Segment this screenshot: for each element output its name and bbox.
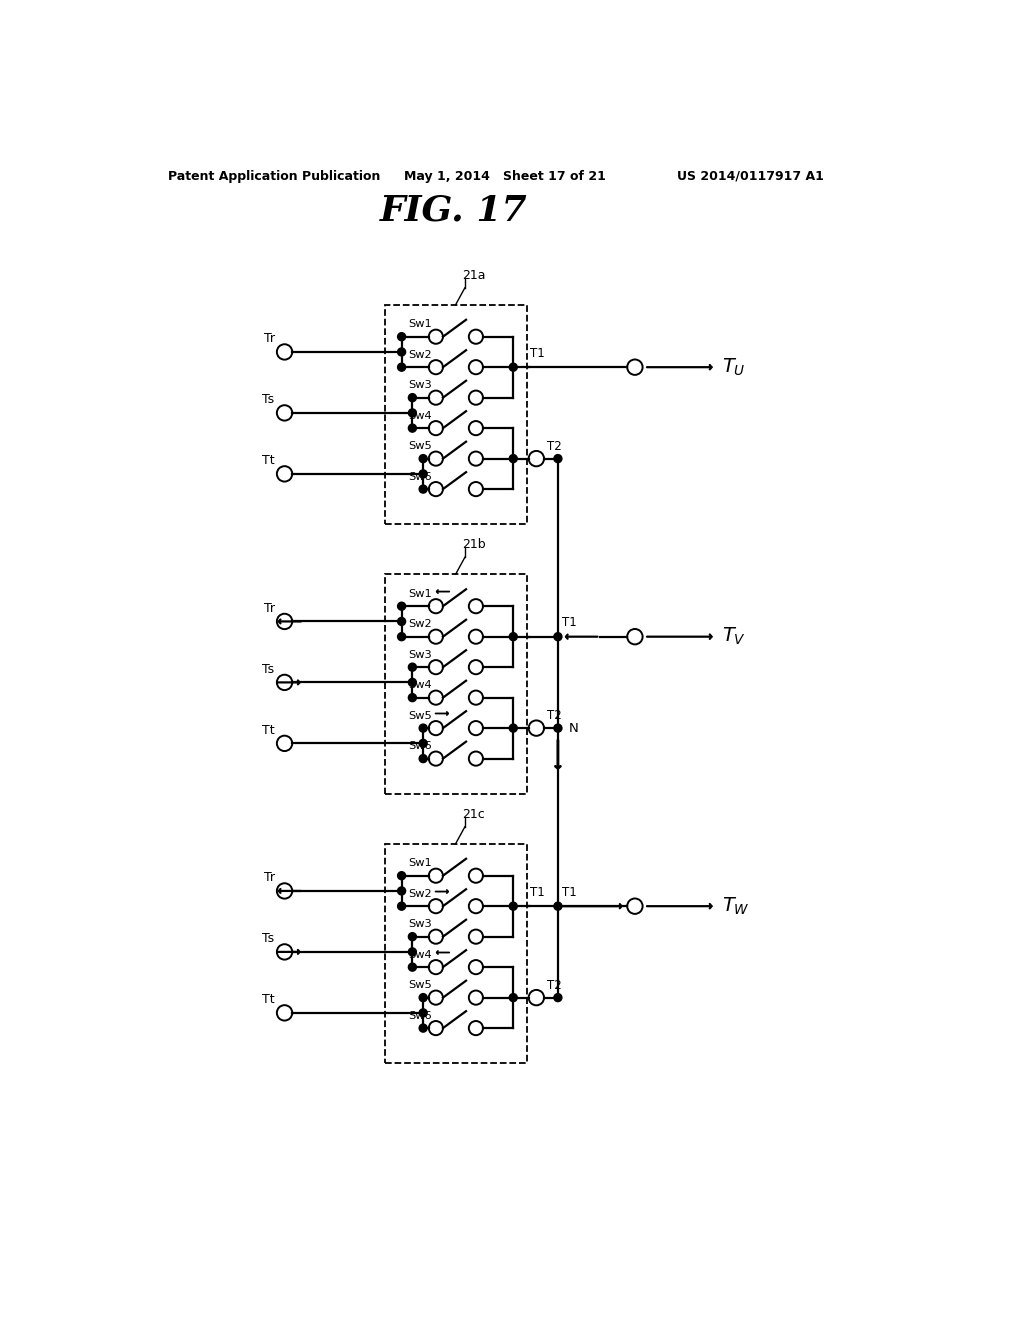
Circle shape <box>419 484 427 494</box>
Circle shape <box>554 454 562 462</box>
Text: T1: T1 <box>530 886 545 899</box>
Text: Tr: Tr <box>263 602 274 615</box>
Text: Tr: Tr <box>263 333 274 346</box>
Text: T1: T1 <box>562 886 577 899</box>
Text: T2: T2 <box>547 709 562 722</box>
Text: $T_W$: $T_W$ <box>722 895 750 917</box>
Text: Sw6: Sw6 <box>409 1011 432 1020</box>
Circle shape <box>509 725 517 733</box>
Circle shape <box>419 470 427 478</box>
Circle shape <box>419 739 427 747</box>
Circle shape <box>554 725 562 733</box>
Circle shape <box>554 902 562 911</box>
Bar <box>385 574 527 793</box>
Circle shape <box>409 693 417 702</box>
Text: Sw2: Sw2 <box>409 888 432 899</box>
Text: Sw4: Sw4 <box>409 411 432 421</box>
Circle shape <box>409 948 417 956</box>
Circle shape <box>509 363 517 371</box>
Text: Sw6: Sw6 <box>409 742 432 751</box>
Text: Sw6: Sw6 <box>409 471 432 482</box>
Bar <box>385 843 527 1063</box>
Text: T1: T1 <box>562 616 577 630</box>
Text: 21b: 21b <box>463 539 486 552</box>
Text: Ts: Ts <box>262 393 274 407</box>
Circle shape <box>397 618 406 626</box>
Text: FIG. 17: FIG. 17 <box>380 194 527 228</box>
Text: N: N <box>568 722 579 735</box>
Text: T2: T2 <box>547 440 562 453</box>
Bar <box>385 305 527 524</box>
Text: Sw1: Sw1 <box>409 319 432 330</box>
Text: 21c: 21c <box>463 808 485 821</box>
Circle shape <box>409 409 417 417</box>
Circle shape <box>419 755 427 763</box>
Text: T2: T2 <box>547 979 562 991</box>
Circle shape <box>554 632 562 640</box>
Circle shape <box>409 393 417 401</box>
Circle shape <box>397 902 406 911</box>
Text: Sw1: Sw1 <box>409 858 432 869</box>
Text: Sw2: Sw2 <box>409 350 432 360</box>
Text: 21a: 21a <box>463 269 486 282</box>
Circle shape <box>397 348 406 356</box>
Text: $T_U$: $T_U$ <box>722 356 745 378</box>
Circle shape <box>397 632 406 640</box>
Text: Ts: Ts <box>262 932 274 945</box>
Text: Sw4: Sw4 <box>409 680 432 690</box>
Text: Sw4: Sw4 <box>409 950 432 960</box>
Circle shape <box>509 632 517 640</box>
Circle shape <box>409 964 417 972</box>
Text: US 2014/0117917 A1: US 2014/0117917 A1 <box>677 169 824 182</box>
Text: Sw3: Sw3 <box>409 380 432 391</box>
Circle shape <box>409 663 417 671</box>
Text: Tt: Tt <box>262 454 274 467</box>
Text: Sw5: Sw5 <box>409 981 432 990</box>
Text: Tt: Tt <box>262 993 274 1006</box>
Circle shape <box>419 994 427 1002</box>
Text: Sw5: Sw5 <box>409 710 432 721</box>
Circle shape <box>397 871 406 879</box>
Circle shape <box>509 994 517 1002</box>
Circle shape <box>419 1024 427 1032</box>
Text: May 1, 2014   Sheet 17 of 21: May 1, 2014 Sheet 17 of 21 <box>403 169 606 182</box>
Circle shape <box>419 454 427 462</box>
Circle shape <box>509 454 517 462</box>
Text: Tr: Tr <box>263 871 274 884</box>
Circle shape <box>419 725 427 733</box>
Text: Sw3: Sw3 <box>409 919 432 929</box>
Text: Tt: Tt <box>262 723 274 737</box>
Text: Sw2: Sw2 <box>409 619 432 630</box>
Circle shape <box>419 1008 427 1016</box>
Circle shape <box>397 602 406 610</box>
Circle shape <box>409 933 417 941</box>
Circle shape <box>409 424 417 432</box>
Text: $T_V$: $T_V$ <box>722 626 745 647</box>
Circle shape <box>397 363 406 371</box>
Text: T1: T1 <box>530 347 545 360</box>
Circle shape <box>554 994 562 1002</box>
Circle shape <box>409 678 417 686</box>
Text: Sw1: Sw1 <box>409 589 432 599</box>
Circle shape <box>509 902 517 911</box>
Text: Ts: Ts <box>262 663 274 676</box>
Circle shape <box>397 887 406 895</box>
Text: Patent Application Publication: Patent Application Publication <box>168 169 380 182</box>
Text: Sw3: Sw3 <box>409 649 432 660</box>
Text: Sw5: Sw5 <box>409 441 432 451</box>
Circle shape <box>397 333 406 341</box>
